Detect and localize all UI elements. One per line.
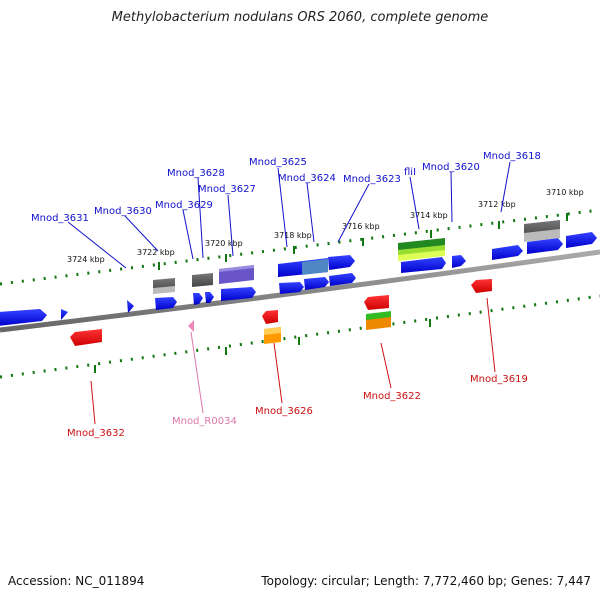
- gene-highlight: [302, 259, 328, 275]
- feature-grey-shade: [153, 286, 175, 294]
- gene-arrow[interactable]: [221, 287, 256, 301]
- gene-label-mnod-3630[interactable]: Mnod_3630: [94, 206, 152, 217]
- gene-label-mnod-3624[interactable]: Mnod_3624: [278, 173, 336, 184]
- gene-arrow-purple-top: [219, 265, 254, 272]
- accession-text: Accession: NC_011894: [8, 574, 145, 588]
- gene-arrow[interactable]: [492, 245, 523, 260]
- gene-label-mnod-3628[interactable]: Mnod_3628: [167, 168, 225, 179]
- gene-label-mnod-3629[interactable]: Mnod_3629: [155, 200, 213, 211]
- lower-tick-row: [0, 294, 600, 379]
- gene-arrow[interactable]: [127, 300, 134, 313]
- gene-label-mnod-3627[interactable]: Mnod_3627: [198, 184, 256, 195]
- major-ticks: [94, 213, 568, 373]
- upper-tick-row: [0, 208, 600, 286]
- scale-label-3720: 3720 kbp: [205, 239, 243, 248]
- gene-arrow[interactable]: [0, 309, 47, 326]
- gene-arrow[interactable]: [527, 238, 563, 254]
- gene-arrow[interactable]: [279, 282, 304, 294]
- scale-label-3712: 3712 kbp: [478, 200, 516, 209]
- rna-gene[interactable]: [188, 320, 194, 332]
- chromosome-backbone: [0, 249, 600, 333]
- gene-arrow[interactable]: [262, 310, 278, 324]
- scale-label-3710: 3710 kbp: [546, 188, 584, 197]
- feature-orange: [366, 317, 391, 330]
- gene-arrow[interactable]: [566, 232, 597, 248]
- gene-label-mnod-3620[interactable]: Mnod_3620: [422, 162, 480, 173]
- forward-genes: [0, 232, 597, 326]
- map-title: Methylobacterium nodulans ORS 2060, comp…: [111, 10, 489, 25]
- gene-arrow[interactable]: [70, 329, 102, 346]
- feature-orange-top: [264, 327, 281, 335]
- gene-label-mnod-3619[interactable]: Mnod_3619: [470, 374, 528, 385]
- scale-label-3718: 3718 kbp: [274, 231, 312, 240]
- gene-arrow[interactable]: [193, 293, 203, 305]
- gene-label-mnod-3631[interactable]: Mnod_3631: [31, 213, 89, 224]
- scale-label-3714: 3714 kbp: [410, 211, 448, 220]
- genome-summary-text: Topology: circular; Length: 7,772,460 bp…: [261, 574, 591, 588]
- gene-label-mnod-3632[interactable]: Mnod_3632: [67, 428, 125, 439]
- reverse-genes: [70, 279, 492, 346]
- gene-arrow[interactable]: [304, 277, 329, 290]
- feature-grey-shade: [524, 229, 560, 242]
- gene-arrow[interactable]: [328, 255, 355, 270]
- gene-label-mnod-r0034[interactable]: Mnod_R0034: [172, 416, 237, 427]
- scale-label-3716: 3716 kbp: [342, 222, 380, 231]
- scale-label-3724: 3724 kbp: [67, 255, 105, 264]
- gene-arrow[interactable]: [471, 279, 492, 293]
- gene-arrow[interactable]: [155, 297, 177, 310]
- gene-label-mnod-3626[interactable]: Mnod_3626: [255, 406, 313, 417]
- gene-arrow[interactable]: [452, 255, 466, 268]
- gene-label-mnod-3625[interactable]: Mnod_3625: [249, 157, 307, 168]
- gene-label-mnod-3618[interactable]: Mnod_3618: [483, 151, 541, 162]
- gene-arrow[interactable]: [401, 257, 446, 273]
- gene-arrow[interactable]: [205, 292, 214, 303]
- gene-arrow[interactable]: [61, 309, 68, 320]
- feature-grey: [192, 273, 213, 287]
- gene-flii-low: [398, 250, 445, 261]
- scale-label-3722: 3722 kbp: [137, 248, 175, 257]
- gene-label-mnod-3622[interactable]: Mnod_3622: [363, 391, 421, 402]
- gene-arrow[interactable]: [329, 273, 356, 286]
- gene-label-flii[interactable]: fliI: [404, 167, 416, 178]
- gene-arrow[interactable]: [364, 295, 389, 310]
- gene-label-mnod-3623[interactable]: Mnod_3623: [343, 174, 401, 185]
